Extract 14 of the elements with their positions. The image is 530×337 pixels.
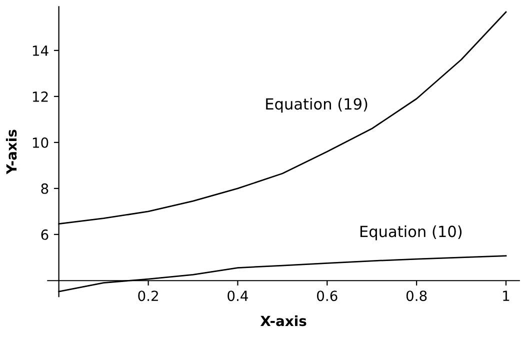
x-axis-title: X-axis [260,315,306,326]
y-tick-label: 6 [41,229,48,240]
x-tick-label: 0.6 [317,290,338,302]
y-tick-label: 14 [32,46,48,56]
y-axis-title: Y-axis [6,130,17,174]
annotation: Equation (10) [360,225,462,240]
x-tick-label: 0.4 [228,290,248,302]
x-tick-label: 1 [503,290,510,301]
y-tick-label: 12 [32,91,48,102]
x-tick-label: 0.2 [138,290,158,302]
y-tick-label: 10 [32,137,48,148]
annotation: Equation (19) [266,98,368,113]
y-tick-label: 8 [41,183,48,194]
x-tick-label: 0.8 [406,290,427,302]
